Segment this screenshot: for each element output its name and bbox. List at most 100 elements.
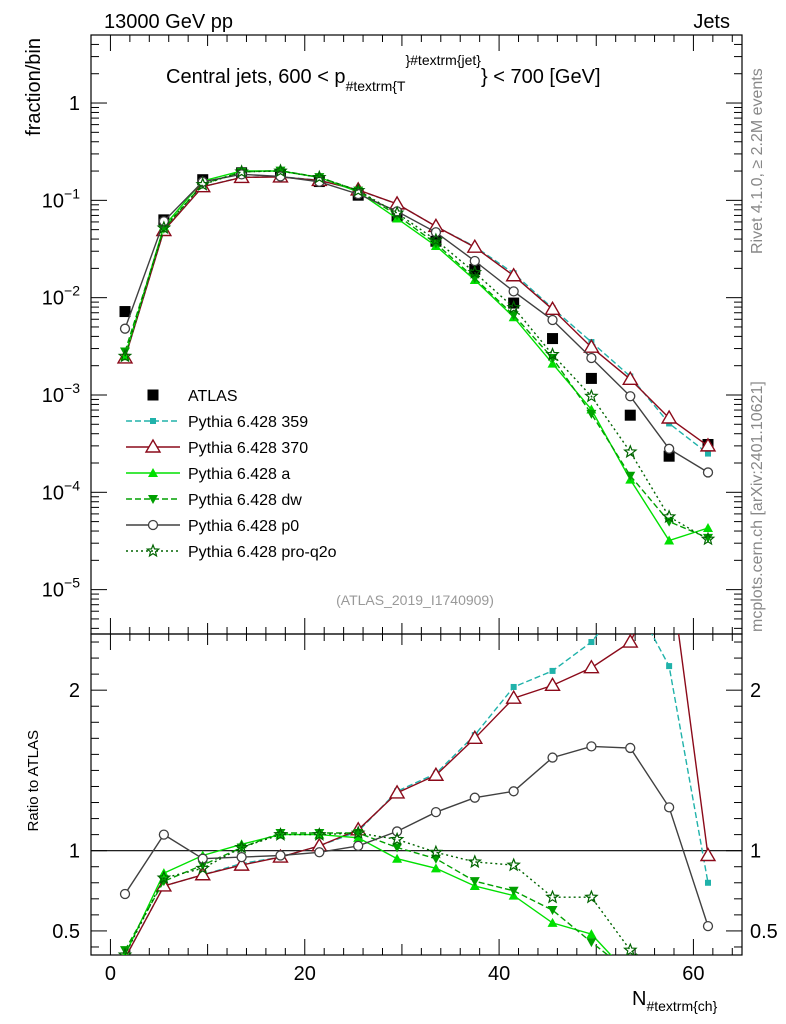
ratio-point-pythia-6-428-370 [427, 766, 445, 781]
ratio-point-pythia-6-428-p0 [586, 741, 597, 752]
main-y-tick-label: 1 [69, 93, 80, 115]
ratio-point-pythia-6-428-370 [544, 676, 561, 692]
main-point-pythia-6-428-p0 [663, 443, 675, 454]
ratio-point-pythia-6-428-p0 [508, 786, 519, 797]
ratio-point-pythia-6-428-p0 [430, 807, 442, 818]
x-axis-title-sub: #textrm{ch} [646, 998, 717, 1014]
main-point-pythia-6-428-dw [702, 533, 713, 543]
main-line-pythia-6-428-pro-q2o [124, 170, 709, 540]
ratio-point-pythia-6-428-dw [586, 938, 597, 948]
ratio-point-pythia-6-428-359 [627, 591, 633, 597]
main-line-pythia-6-428-a [124, 170, 709, 542]
ratio-point-pythia-6-428-dw [664, 973, 674, 982]
ratio-point-pythia-6-428-pro-q2o [350, 825, 366, 840]
main-series-layer [116, 163, 717, 546]
ratio-point-pythia-6-428-p0 [314, 847, 325, 858]
ratio-point-pythia-6-428-370 [505, 689, 522, 704]
ratio-point-pythia-6-428-pro-q2o [623, 942, 638, 955]
main-point-pythia-6-428-370 [660, 409, 678, 424]
main-y-tick-label: 10−4 [42, 477, 80, 504]
plot-title-sup: }#textrm{jet} [405, 52, 481, 68]
ratio-y-tick-label-right: 0.5 [750, 921, 778, 943]
ratio-point-pythia-6-428-dw [625, 969, 635, 978]
main-point-pythia-6-428-pro-q2o [195, 176, 210, 191]
ratio-point-pythia-6-428-pro-q2o [702, 988, 713, 999]
plot-title-main: Central jets, 600 < p [166, 66, 346, 88]
main-y-tick-base: 10 [42, 288, 64, 310]
ratio-line-pythia-6-428-370 [125, 634, 709, 955]
ratio-line-pythia-6-428-pro-q2o [124, 832, 639, 955]
ratio-point-pythia-6-428-p0 [391, 826, 403, 837]
legend: ATLAS Pythia 6.428 359 Pythia 6.428 370 Pyt… [126, 388, 337, 561]
ratio-point-pythia-6-428-dw [469, 877, 480, 887]
ratio-point-pythia-6-428-359 [510, 683, 517, 690]
ratio-point-pythia-6-428-359 [704, 879, 711, 886]
legend-label-pythia-6-428-370: Pythia 6.428 370 [188, 440, 308, 457]
main-point-atlas [547, 333, 559, 345]
main-point-pythia-6-428-pro-q2o [273, 163, 288, 178]
main-point-pythia-6-428-370 [544, 300, 561, 315]
main-y-axis-title: fraction/bin [23, 38, 45, 136]
main-point-atlas [585, 372, 597, 384]
ratio-point-pythia-6-428-a [430, 863, 441, 873]
main-point-pythia-6-428-pro-q2o [700, 531, 716, 546]
main-point-pythia-6-428-pro-q2o [156, 220, 172, 235]
ratio-point-pythia-6-428-a [547, 917, 558, 927]
ratio-line-pythia-6-428-dw [124, 832, 609, 955]
ratio-point-pythia-6-428-pro-q2o [117, 947, 133, 955]
ratio-line-pythia-6-428-359 [125, 634, 709, 955]
ratio-point-pythia-6-428-pro-q2o [156, 870, 172, 885]
legend-label-pythia-6-428-p0: Pythia 6.428 p0 [188, 518, 299, 535]
main-point-pythia-6-428-p0 [508, 286, 519, 297]
main-point-atlas [624, 409, 636, 421]
ratio-point-pythia-6-428-pro-q2o [428, 844, 444, 859]
main-line-pythia-6-428-359 [124, 175, 709, 455]
ratio-y-tick-label: 0.5 [52, 921, 80, 943]
ratio-point-pythia-6-428-p0 [469, 792, 480, 803]
legend-marker-pythia-6-428-pro-q2o [145, 543, 161, 558]
plot-title-sub: #textrm{T [346, 78, 406, 94]
main-point-pythia-6-428-a [702, 522, 713, 532]
ratio-point-pythia-6-428-359 [666, 663, 673, 670]
main-point-pythia-6-428-pro-q2o [117, 348, 133, 363]
main-axes: 110−110−210−310−410−5 [42, 34, 742, 634]
ratio-point-pythia-6-428-a [586, 929, 597, 939]
main-point-pythia-6-428-370 [622, 370, 639, 385]
analysis-watermark: (ATLAS_2019_I1740909) [336, 592, 494, 608]
ratio-point-pythia-6-428-370 [466, 729, 484, 745]
ratio-point-pythia-6-428-dw [547, 906, 558, 916]
main-point-pythia-6-428-370 [583, 338, 600, 353]
main-point-pythia-6-428-p0 [119, 323, 131, 334]
main-y-tick-exp: −4 [64, 477, 80, 493]
x-tick-label: 0 [105, 963, 116, 985]
ratio-point-pythia-6-428-p0 [236, 851, 247, 863]
main-point-pythia-6-428-dw [586, 409, 597, 419]
legend-label-atlas: ATLAS [188, 388, 238, 405]
ratio-y-tick-label-right: 1 [750, 841, 761, 863]
ratio-point-pythia-6-428-pro-q2o [467, 854, 483, 869]
main-y-tick-base: 10 [42, 190, 64, 212]
ratio-point-pythia-6-428-p0 [275, 850, 286, 861]
main-point-atlas [663, 450, 675, 462]
x-tick-label: 20 [294, 963, 316, 985]
ratio-point-pythia-6-428-370 [622, 634, 639, 648]
ratio-point-pythia-6-428-dw [508, 886, 519, 896]
main-y-tick-exp: −5 [64, 575, 80, 591]
ratio-y-tick-label: 2 [69, 680, 80, 702]
main-point-pythia-6-428-359 [704, 450, 711, 457]
main-point-pythia-6-428-pro-q2o [623, 444, 638, 459]
ratio-point-pythia-6-428-dw [275, 829, 286, 839]
main-y-tick-base: 10 [42, 482, 64, 504]
ratio-point-pythia-6-428-370 [233, 856, 250, 871]
main-point-pythia-6-428-a [664, 535, 675, 545]
ratio-point-pythia-6-428-pro-q2o [584, 889, 599, 904]
legend-marker-pythia-6-428-dw [148, 495, 158, 504]
ratio-line-pythia-6-428-a [124, 833, 612, 955]
main-point-pythia-6-428-370 [466, 238, 484, 253]
main-y-tick-base: 10 [42, 580, 64, 602]
main-y-tick-exp: −2 [64, 283, 80, 299]
ratio-point-pythia-6-428-370 [583, 659, 600, 674]
ratio-point-pythia-6-428-p0 [663, 802, 675, 813]
main-point-pythia-6-428-pro-q2o [350, 182, 366, 197]
main-y-tick-exp: −3 [64, 380, 80, 396]
